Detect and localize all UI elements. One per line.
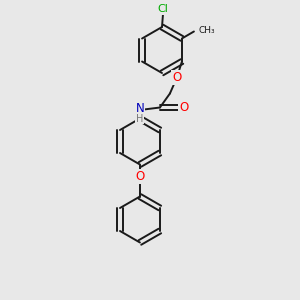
Text: O: O xyxy=(179,101,188,114)
Text: O: O xyxy=(135,170,145,183)
Text: N: N xyxy=(136,102,144,115)
Text: O: O xyxy=(172,71,182,84)
Text: CH₃: CH₃ xyxy=(199,26,215,35)
Text: H: H xyxy=(136,113,144,124)
Text: Cl: Cl xyxy=(158,4,168,14)
